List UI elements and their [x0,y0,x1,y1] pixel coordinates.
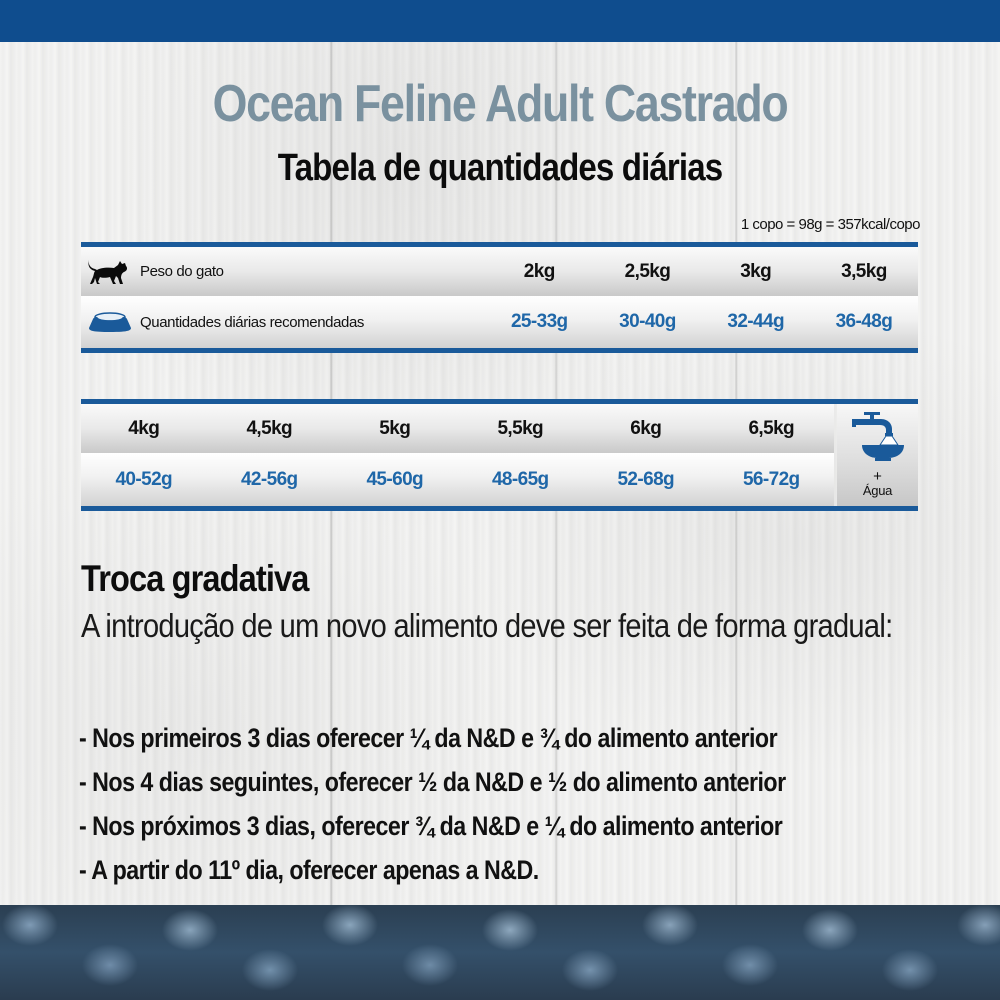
weight-cell: 3,5kg [841,260,887,282]
quantity-cell: 45-60g [366,468,424,490]
weight-row-label-text: Peso do gato [140,263,224,280]
cat-icon [86,257,134,287]
weight-cell: 2,5kg [624,260,671,282]
weight-cell: 4,5kg [246,417,293,439]
list-item: - Nos próximos 3 dias, oferecer ¾ da N&D… [79,811,783,841]
water-plus-sign: + [873,468,882,485]
table-title: Tabela de quantidades diárias [277,147,723,189]
quantity-cell: 42-56g [240,468,298,490]
quantity-cell: 32-44g [727,311,784,332]
weight-row: 4kg 4,5kg 5kg 5,5kg 6kg 6,5kg [81,404,834,453]
weight-cell: 5,5kg [497,417,544,439]
quantity-cell: 30-40g [619,311,676,332]
transition-steps-list: - Nos primeiros 3 dias oferecer ¼ da N&D… [79,720,786,896]
list-item: - Nos 4 dias seguintes, oferecer ½ da N&… [79,767,786,797]
transition-heading: Troca gradativa [81,558,309,599]
quantity-cell: 25-33g [510,311,568,332]
quantity-row: Quantidades diárias recomendadas 25-33g … [81,296,918,348]
feeding-table-1: Peso do gato 2kg 2,5kg 3kg 3,5kg Quantid… [81,242,918,353]
quantity-cell: 52-68g [617,468,675,490]
weight-cell: 5kg [379,417,411,439]
weight-cell: 2kg [523,260,556,282]
transition-intro: A introdução de um novo alimento deve se… [81,607,893,644]
list-item: - Nos primeiros 3 dias oferecer ¼ da N&D… [79,723,778,753]
list-item: - A partir do 11º dia, oferecer apenas a… [79,855,539,885]
quantity-cell: 48-65g [491,468,549,490]
water-tap-bowl-icon [850,411,906,468]
water-cell: + Água [837,404,918,506]
kibble-texture-footer [0,905,1000,1000]
weight-cell: 3kg [740,260,772,282]
weight-row: Peso do gato 2kg 2,5kg 3kg 3,5kg [81,247,918,296]
product-title: Ocean Feline Adult Castrado [212,75,789,133]
weight-cell: 6,5kg [748,417,795,439]
water-label: Água [862,483,893,498]
quantity-row: 40-52g 42-56g 45-60g 48-65g 52-68g 56-72… [81,453,834,506]
quantity-row-label: Quantidades diárias recomendadas [81,307,478,337]
quantity-cell: 40-52g [115,468,173,490]
quantity-cell: 36-48g [835,311,893,332]
quantity-cell: 56-72g [742,468,800,490]
feeding-table-2: 4kg 4,5kg 5kg 5,5kg 6kg 6,5kg 40-52g 42-… [81,399,918,511]
top-blue-bar [0,0,1000,42]
weight-cell: 4kg [128,417,160,439]
weight-cell: 6kg [630,417,662,439]
cup-conversion-note: 1 copo = 98g = 357kcal/copo [740,216,921,233]
weight-row-label: Peso do gato [81,257,478,287]
food-bowl-icon [86,307,134,337]
quantity-row-label-text: Quantidades diárias recomendadas [140,313,365,331]
